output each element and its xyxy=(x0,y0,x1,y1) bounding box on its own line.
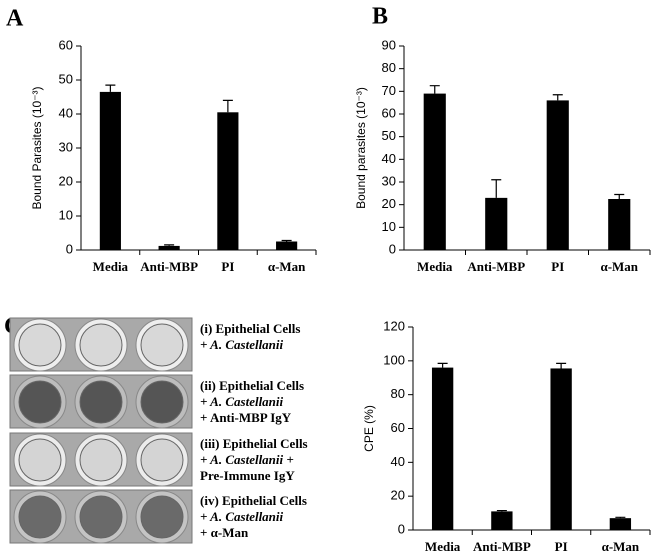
y-tick-label: 10 xyxy=(382,219,396,234)
bar xyxy=(608,199,631,250)
error-bar xyxy=(281,239,292,242)
y-tick-label: 120 xyxy=(383,318,405,333)
y-tick-label: 60 xyxy=(382,105,396,120)
bar xyxy=(276,241,298,250)
plate-caption: + A. Castellanii xyxy=(200,509,284,524)
error-bar xyxy=(429,85,440,94)
bar xyxy=(546,100,569,251)
plate-caption: (iv) Epithelial Cells xyxy=(200,493,307,508)
bar xyxy=(423,93,446,250)
y-tick-label: 40 xyxy=(382,151,396,166)
y-tick-label: 60 xyxy=(59,37,73,52)
plate-caption: (i) Epithelial Cells xyxy=(200,321,300,336)
y-tick-label: 40 xyxy=(59,105,73,120)
bar xyxy=(217,112,239,250)
error-bar xyxy=(614,193,625,199)
error-bar xyxy=(556,362,567,369)
well xyxy=(18,495,62,539)
y-tick-label: 10 xyxy=(59,207,73,222)
y-tick-label: 0 xyxy=(389,241,396,256)
y-axis-label: CPE (%) xyxy=(362,405,376,452)
error-bar xyxy=(491,179,502,198)
well xyxy=(18,323,62,367)
error-bar xyxy=(615,516,626,519)
y-tick-label: 90 xyxy=(382,37,396,52)
x-tick-label: Anti-MBP xyxy=(473,539,531,554)
well xyxy=(18,380,62,424)
y-tick-label: 80 xyxy=(391,386,405,401)
y-tick-label: 30 xyxy=(382,173,396,188)
bar xyxy=(609,518,632,530)
y-tick-label: 100 xyxy=(383,352,405,367)
panel-letter: B xyxy=(372,4,388,30)
error-bar xyxy=(105,84,116,92)
error-bar xyxy=(222,99,233,113)
well xyxy=(140,380,184,424)
y-tick-label: 50 xyxy=(59,71,73,86)
x-tick-label: PI xyxy=(221,259,234,274)
error-bar xyxy=(164,244,175,246)
x-tick-label: Media xyxy=(93,259,129,274)
x-tick-label: PI xyxy=(555,539,568,554)
y-tick-label: 20 xyxy=(391,488,405,503)
y-tick-label: 20 xyxy=(382,196,396,211)
error-bar xyxy=(496,509,507,512)
well xyxy=(18,438,62,482)
plate-caption: + A. Castellanii xyxy=(200,337,284,352)
y-tick-label: 0 xyxy=(398,521,405,536)
y-tick-label: 40 xyxy=(391,454,405,469)
well xyxy=(79,495,123,539)
well xyxy=(79,380,123,424)
plate-caption: + Anti-MBP IgY xyxy=(200,410,292,425)
plate-caption: + α-Man xyxy=(200,525,249,540)
bar xyxy=(431,367,454,530)
plate-caption: + A. Castellanii xyxy=(200,394,284,409)
y-tick-label: 80 xyxy=(382,60,396,75)
well xyxy=(140,495,184,539)
bar xyxy=(491,511,513,530)
panel-letter: A xyxy=(6,6,24,32)
well xyxy=(79,323,123,367)
y-tick-label: 70 xyxy=(382,83,396,98)
well xyxy=(140,323,184,367)
x-tick-label: α-Man xyxy=(600,259,638,274)
x-tick-label: Anti-MBP xyxy=(140,259,198,274)
bar xyxy=(485,197,508,250)
x-tick-label: PI xyxy=(551,259,564,274)
error-bar xyxy=(552,94,563,101)
x-tick-label: α-Man xyxy=(602,539,640,554)
y-tick-label: 30 xyxy=(59,139,73,154)
bar xyxy=(550,368,572,530)
x-tick-label: Media xyxy=(425,539,461,554)
plate-caption: + A. Castellanii + xyxy=(200,452,294,467)
well xyxy=(140,438,184,482)
y-tick-label: 60 xyxy=(391,420,405,435)
y-axis-label: Bound Parasites (10⁻³) xyxy=(30,86,44,209)
plate-caption: Pre-Immune IgY xyxy=(200,468,295,483)
bar xyxy=(99,91,121,251)
error-bar xyxy=(437,362,448,368)
well xyxy=(79,438,123,482)
x-tick-label: Media xyxy=(417,259,453,274)
x-tick-label: α-Man xyxy=(268,259,306,274)
y-tick-label: 50 xyxy=(382,128,396,143)
y-axis-label: Bound parasites (10⁻³) xyxy=(354,87,368,209)
plate-caption: (ii) Epithelial Cells xyxy=(200,378,304,393)
x-tick-label: Anti-MBP xyxy=(467,259,525,274)
plate-caption: (iii) Epithelial Cells xyxy=(200,436,308,451)
y-tick-label: 0 xyxy=(66,241,73,256)
y-tick-label: 20 xyxy=(59,173,73,188)
bar xyxy=(158,245,180,250)
